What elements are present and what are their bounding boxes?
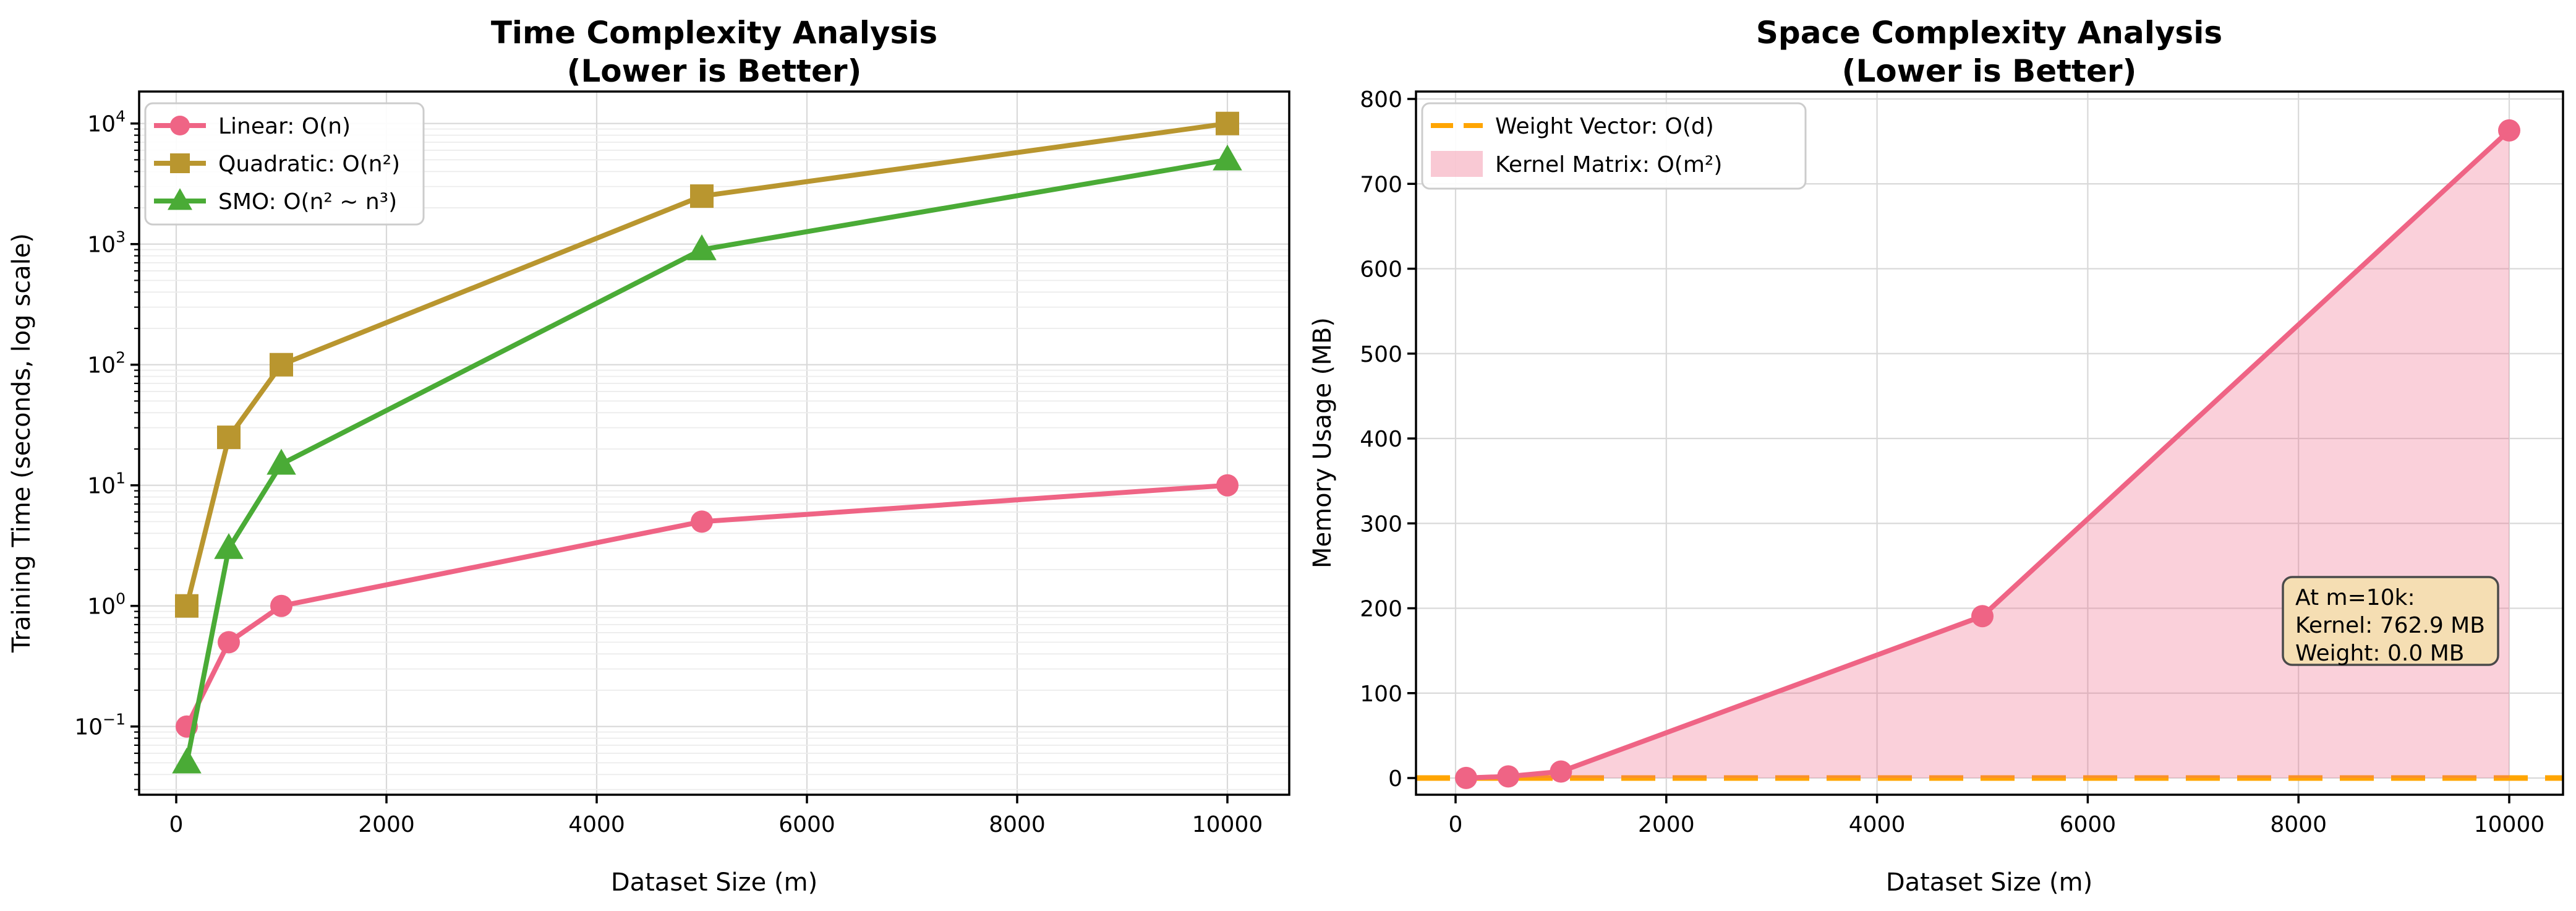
right-y-axis-label: Memory Usage (MB) — [1308, 317, 1337, 568]
legend-label: SMO: O(n² ~ n³) — [218, 189, 397, 215]
y-tick-label: 800 — [1360, 87, 1402, 113]
x-tick-label: 10000 — [2474, 812, 2545, 837]
y-tick-label: 200 — [1360, 597, 1402, 622]
x-tick-label: 2000 — [1638, 812, 1695, 837]
y-tick-label: 104 — [87, 108, 126, 137]
y-tick-label: 10−1 — [74, 711, 126, 740]
annotation-box: At m=10k: Kernel: 762.9 MB Weight: 0.0 MB — [2282, 576, 2499, 666]
x-tick-label: 4000 — [1849, 812, 1906, 837]
series-quadratic-o-n — [175, 111, 1239, 618]
left-chart-title-line1: Time Complexity Analysis — [491, 15, 937, 51]
legend: Linear: O(n) Quadratic: O(n²) SMO: O(n² ~ … — [144, 102, 425, 226]
x-tick-label: 6000 — [2060, 812, 2117, 837]
y-tick-label: 103 — [87, 228, 126, 258]
series-kernel-matrix-o-m — [1455, 119, 2520, 789]
left-x-axis-label: Dataset Size (m) — [611, 868, 817, 897]
legend-label: Linear: O(n) — [218, 114, 351, 139]
y-tick-label: 101 — [87, 469, 126, 499]
y-tick-label: 700 — [1360, 172, 1402, 197]
axes-frame — [138, 90, 1290, 796]
x-tick-label: 0 — [169, 812, 184, 837]
x-tick-label: 2000 — [358, 812, 415, 837]
right-chart-title-line2: (Lower is Better) — [1842, 53, 2137, 89]
series-linear-o-n — [176, 474, 1239, 738]
y-tick-label: 500 — [1360, 342, 1402, 367]
annotation-line: At m=10k: — [2295, 585, 2415, 610]
left-y-axis-label: Training Time (seconds, log scale) — [7, 233, 36, 653]
legend: Weight Vector: O(d) Kernel Matrix: O(m²) — [1421, 102, 1807, 190]
x-tick-label: 6000 — [778, 812, 835, 837]
legend-patch — [1431, 151, 1483, 177]
legend-label: Weight Vector: O(d) — [1495, 114, 1714, 139]
series — [1416, 119, 2563, 789]
y-tick-label: 102 — [87, 349, 126, 379]
annotation-line: Weight: 0.0 MB — [2295, 641, 2464, 666]
legend-label: Kernel Matrix: O(m²) — [1495, 152, 1722, 177]
right-chart-title-line1: Space Complexity Analysis — [1756, 15, 2222, 51]
series — [172, 111, 1242, 774]
legend-label: Quadratic: O(n²) — [218, 152, 400, 177]
y-tick-label: 600 — [1360, 257, 1402, 283]
y-tick-label: 100 — [87, 590, 126, 620]
x-tick-label: 0 — [1449, 812, 1463, 837]
annotation-line: Kernel: 762.9 MB — [2295, 613, 2485, 638]
y-tick-label: 400 — [1360, 427, 1402, 452]
axes-frame — [1415, 90, 2564, 796]
ticks: 0 2000 4000 6000 8000 10000 0 100 200 300 400 500 60… — [1360, 87, 2544, 837]
y-tick-label: 300 — [1360, 511, 1402, 537]
y-tick-label: 100 — [1360, 682, 1402, 707]
right-x-axis-label: Dataset Size (m) — [1886, 868, 2092, 897]
gridlines — [1416, 92, 2563, 795]
x-tick-label: 4000 — [568, 812, 625, 837]
y-tick-label: 0 — [1388, 766, 1402, 792]
left-chart-title-line2: (Lower is Better) — [567, 53, 862, 89]
space-complexity-chart: 0 2000 4000 6000 8000 10000 0 100 200 300 400 500 60… — [1360, 87, 2564, 837]
series-smo-o-n-n — [172, 144, 1242, 774]
time-complexity-chart: 0 2000 4000 6000 8000 10000 10−1 100 101 102 103 10… — [74, 90, 1290, 837]
x-tick-label: 10000 — [1192, 812, 1263, 837]
x-tick-label: 8000 — [2270, 812, 2327, 837]
kernel-area-fill — [1466, 130, 2509, 778]
x-tick-label: 8000 — [989, 812, 1046, 837]
